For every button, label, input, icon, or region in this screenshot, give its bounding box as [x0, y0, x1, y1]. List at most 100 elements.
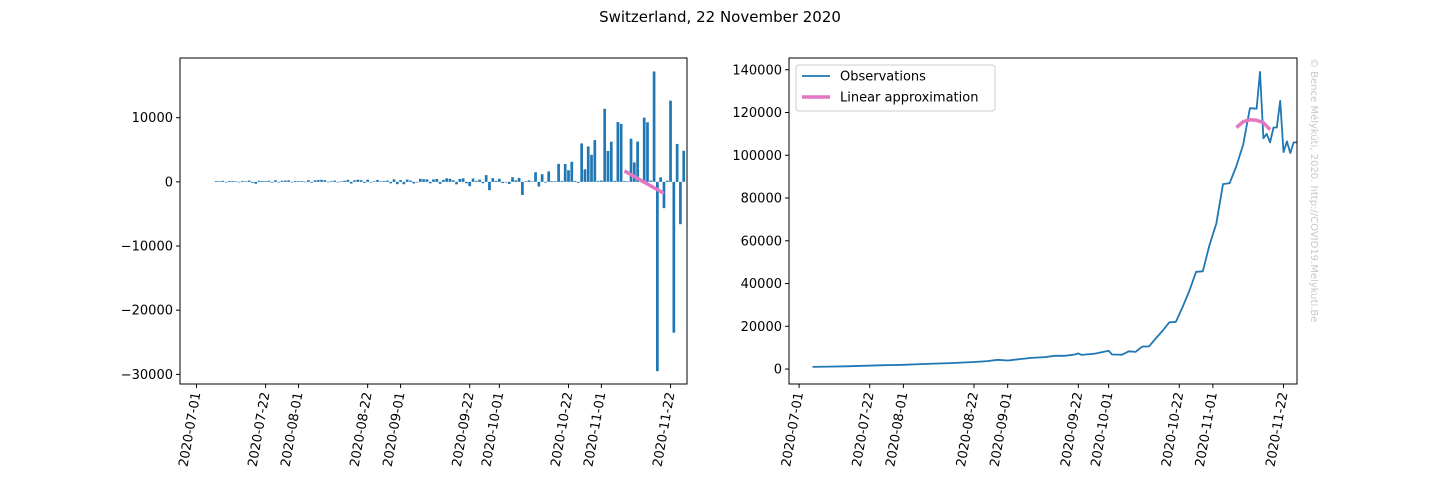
daily-bar: [445, 178, 449, 182]
legend-observations-label: Observations: [840, 70, 926, 85]
daily-bar: [343, 180, 346, 182]
left-xtick-label: 2020-10-01: [479, 391, 507, 468]
daily-bar: [455, 181, 458, 185]
right-ytick-label: 60000: [741, 234, 782, 249]
daily-bar: [214, 181, 218, 182]
daily-bar: [290, 181, 294, 183]
daily-bar: [600, 180, 603, 182]
daily-bar: [267, 180, 271, 182]
right-ytick-label: 80000: [741, 192, 782, 207]
right-xtick-label: 2020-09-01: [988, 391, 1016, 468]
daily-bar: [379, 181, 383, 182]
daily-bar: [501, 181, 504, 184]
daily-bar: [524, 181, 528, 182]
watermark-text: © Bence Mélykúti, 2020. http://COVID19.M…: [1308, 58, 1320, 322]
right-xtick-label: 2020-10-22: [1159, 391, 1187, 468]
daily-bar: [580, 143, 583, 182]
daily-bar: [567, 170, 570, 182]
daily-bar: [369, 181, 373, 183]
daily-bar: [336, 181, 340, 183]
daily-bar: [494, 180, 498, 182]
daily-bar: [606, 150, 610, 182]
daily-bar: [376, 179, 379, 182]
daily-bar: [389, 181, 393, 184]
daily-bar: [349, 181, 353, 184]
daily-bar: [675, 143, 679, 182]
daily-bar: [330, 181, 333, 182]
daily-bar: [326, 181, 330, 183]
daily-bar: [491, 178, 495, 182]
daily-bar: [547, 171, 551, 182]
left-xtick-label: 2020-08-01: [279, 391, 307, 468]
daily-bar: [488, 181, 491, 191]
daily-bar: [517, 177, 521, 182]
legend-box: [795, 64, 996, 112]
daily-bar: [323, 180, 327, 182]
daily-bar: [626, 181, 630, 182]
daily-bar: [583, 169, 587, 182]
daily-bar: [260, 180, 264, 182]
daily-bar: [257, 180, 261, 182]
daily-bar: [468, 181, 472, 187]
daily-bar: [234, 181, 238, 182]
daily-bar: [636, 141, 639, 182]
daily-bar: [478, 179, 481, 182]
daily-bar: [540, 174, 544, 182]
daily-bar: [425, 179, 429, 182]
daily-bar: [632, 162, 636, 182]
daily-bar: [659, 177, 663, 182]
daily-bar: [652, 71, 656, 182]
daily-bar: [224, 181, 228, 183]
daily-bar: [284, 180, 287, 182]
daily-bar: [297, 181, 300, 182]
daily-bar: [228, 180, 231, 182]
daily-bar: [465, 181, 468, 184]
daily-bar: [563, 164, 567, 182]
daily-bar: [530, 181, 534, 182]
right-ytick-label: 40000: [741, 277, 782, 292]
daily-bar: [665, 180, 669, 182]
daily-bar: [623, 181, 626, 182]
daily-bar: [435, 178, 439, 182]
daily-bar: [586, 146, 590, 182]
daily-bar: [287, 180, 290, 182]
left-plot-frame: [179, 57, 688, 385]
daily-bar: [534, 172, 537, 182]
left-xtick-label: 2020-10-22: [549, 391, 577, 468]
daily-bar: [399, 180, 402, 182]
daily-bar: [244, 181, 248, 182]
legend: Observations Linear approximation: [795, 64, 996, 112]
daily-bar: [629, 138, 633, 182]
daily-bar: [593, 140, 597, 182]
daily-bar: [303, 181, 307, 183]
daily-bar: [363, 181, 366, 183]
daily-bar: [405, 179, 409, 182]
daily-bar: [514, 180, 518, 182]
right-ytick-label: 0: [774, 363, 782, 378]
daily-bar: [218, 181, 221, 182]
left-ytick-label: −10000: [121, 240, 173, 255]
right-xtick-label: 2020-08-01: [883, 391, 911, 468]
daily-bar: [471, 178, 475, 182]
daily-bar: [451, 180, 455, 182]
daily-bar: [672, 181, 676, 333]
daily-bar: [619, 123, 623, 182]
daily-bar: [316, 180, 320, 182]
left-ytick-label: 10000: [132, 111, 173, 126]
daily-bar: [481, 181, 485, 184]
legend-approximation-label: Linear approximation: [840, 91, 978, 106]
daily-bar: [382, 181, 386, 182]
left-xtick-label: 2020-07-22: [246, 391, 274, 468]
daily-bar: [577, 181, 580, 183]
daily-bar: [274, 180, 277, 182]
daily-bar: [300, 181, 304, 182]
daily-bar: [656, 181, 659, 372]
daily-bar: [438, 181, 442, 184]
daily-bar: [313, 180, 317, 182]
daily-bar: [237, 181, 241, 183]
daily-bar: [474, 180, 478, 182]
left-xtick-label: 2020-09-22: [450, 391, 478, 468]
left-ytick-label: −30000: [121, 368, 173, 383]
daily-bar: [609, 141, 613, 182]
